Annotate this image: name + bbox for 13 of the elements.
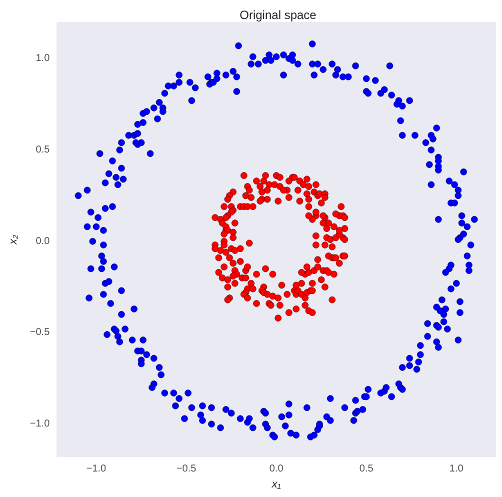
x-tick-label: −0.5: [176, 464, 197, 474]
y-tick-label: 0.5: [36, 144, 50, 156]
x-tick-label: 1.0: [449, 464, 464, 474]
chart-title: Original space: [240, 8, 317, 22]
y-tick-label: 0.0: [36, 236, 50, 247]
x-tick-label: −1.0: [86, 464, 107, 474]
x-axis-title: x₁: [270, 478, 282, 490]
y-tick-label: −1.0: [30, 418, 50, 430]
y-tick-label: −0.5: [30, 327, 50, 338]
y-tick-label: 1.0: [36, 53, 50, 64]
x-tick-label: 0.5: [359, 464, 374, 474]
y-axis-title: x₂: [8, 234, 20, 246]
x-tick-label: 0.0: [269, 464, 284, 474]
